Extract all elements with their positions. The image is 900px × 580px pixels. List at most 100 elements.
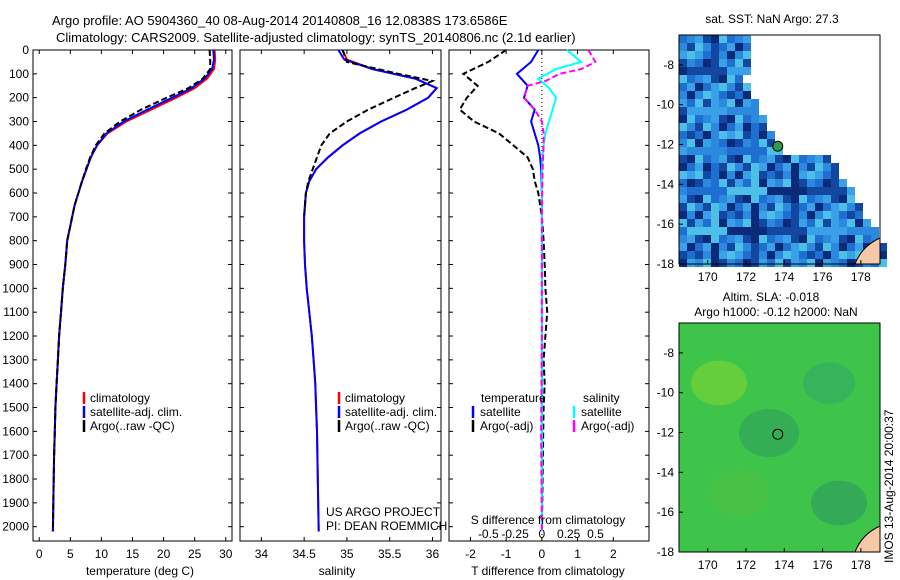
sst-cell <box>719 115 727 123</box>
sst-cell <box>831 251 839 259</box>
sst-cell <box>799 163 807 171</box>
sst-cell <box>679 179 687 187</box>
sst-cell <box>743 251 751 259</box>
sst-map: 170 172 174 176 178 -8 -10 -12 -14 -16 -18 <box>657 34 887 284</box>
sst-cell <box>839 187 847 195</box>
sst-cell <box>759 147 767 155</box>
sst-cell <box>783 219 791 227</box>
legend-satellite-label: satellite-adj. clim. <box>90 405 182 419</box>
sst-cell <box>807 155 815 163</box>
legend-s-argo-label: Argo(-adj) <box>581 419 634 433</box>
sst-cell <box>807 171 815 179</box>
sst-cell <box>839 243 847 251</box>
sst-cell <box>743 195 751 203</box>
sst-cell <box>735 227 743 235</box>
sst-cell <box>815 179 823 187</box>
sst-cell <box>711 251 719 259</box>
legend-argo-label: Argo(..raw -QC) <box>90 419 175 433</box>
project-pi: PI: DEAN ROEMMICH <box>326 519 447 533</box>
sst-cell <box>727 51 735 59</box>
sst-cell <box>791 163 799 171</box>
y-tick-label: 1100 <box>3 305 29 319</box>
sst-cell <box>743 115 751 123</box>
y-tick-label: -18 <box>657 257 675 271</box>
series-satellite-adj-clim- <box>51 49 216 532</box>
sst-cell <box>703 91 711 99</box>
sst-cell <box>791 235 799 243</box>
sst-cell <box>751 163 759 171</box>
sst-cell <box>711 139 719 147</box>
sst-cell <box>855 203 863 211</box>
sst-map-title: sat. SST: NaN Argo: 27.3 <box>705 12 839 26</box>
sst-cell <box>679 131 687 139</box>
sst-cell <box>815 171 823 179</box>
sst-cell <box>679 219 687 227</box>
sst-cell <box>703 147 711 155</box>
sst-cell <box>743 43 751 51</box>
sst-cell <box>703 179 711 187</box>
sst-cell <box>863 235 871 243</box>
sst-cell <box>783 179 791 187</box>
sst-cell <box>839 259 847 267</box>
sst-cell <box>711 59 719 67</box>
sst-cell <box>695 171 703 179</box>
x-tick-label: 35.5 <box>378 547 402 561</box>
sst-cell <box>679 91 687 99</box>
sst-cell <box>679 43 687 51</box>
sst-cell <box>775 211 783 219</box>
sst-cell <box>735 211 743 219</box>
x-tick-label: 34 <box>255 547 269 561</box>
sst-cell <box>727 83 735 91</box>
y-tick-label: 0 <box>22 43 29 57</box>
series-argo-raw-qc- <box>303 49 436 217</box>
sst-cell <box>687 91 695 99</box>
sst-cell <box>695 35 703 43</box>
legend-salinity-heading: salinity <box>583 391 620 405</box>
sst-cell <box>767 219 775 227</box>
sst-cell <box>687 107 695 115</box>
sst-cell <box>743 139 751 147</box>
t-difference-xlabel: T difference from climatology <box>471 564 625 578</box>
sst-cell <box>695 51 703 59</box>
series-climatology <box>303 49 439 532</box>
sst-cell <box>679 115 687 123</box>
sst-cell <box>703 115 711 123</box>
sst-cell <box>807 179 815 187</box>
sst-cell <box>703 83 711 91</box>
sst-cell <box>831 259 839 267</box>
sst-cell <box>727 99 735 107</box>
sst-cell <box>743 91 751 99</box>
sst-cell <box>743 59 751 67</box>
sst-cell <box>767 227 775 235</box>
sst-cell <box>735 107 743 115</box>
sst-cell <box>791 195 799 203</box>
sst-cell <box>711 131 719 139</box>
sst-cell <box>775 163 783 171</box>
sst-cell <box>815 219 823 227</box>
sst-cell <box>687 115 695 123</box>
y-tick-label: -14 <box>657 465 675 479</box>
y-tick-label: 600 <box>9 186 29 200</box>
sst-cell <box>679 51 687 59</box>
sla-anomaly <box>709 469 769 517</box>
sst-cell <box>719 171 727 179</box>
y-tick-label: 300 <box>9 115 29 129</box>
x-tick-label: 172 <box>736 270 756 284</box>
sst-cell <box>711 195 719 203</box>
sst-cell <box>695 99 703 107</box>
y-tick-label: 200 <box>9 91 29 105</box>
sst-cell <box>799 219 807 227</box>
sst-cell <box>751 227 759 235</box>
x-tick-label: 176 <box>813 558 833 572</box>
sst-cell <box>727 75 735 83</box>
sst-cell <box>711 43 719 51</box>
sst-cell <box>775 235 783 243</box>
sst-cell <box>719 163 727 171</box>
sst-cell <box>743 259 751 267</box>
sst-cell <box>863 219 871 227</box>
sst-cell <box>703 227 711 235</box>
x-tick-label: -2 <box>465 547 476 561</box>
sst-cell <box>687 195 695 203</box>
